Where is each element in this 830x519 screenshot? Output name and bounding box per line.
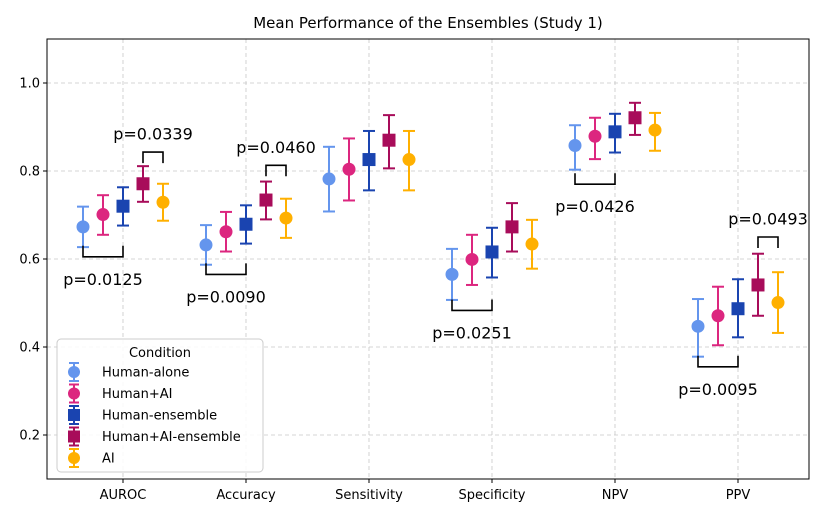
data-point-circle	[691, 319, 705, 333]
data-point-circle	[76, 220, 90, 234]
data-point-circle	[588, 129, 602, 143]
significance-bracket	[265, 164, 287, 177]
data-series	[76, 101, 785, 358]
significance-bracket	[451, 299, 493, 312]
legend-label: Human+AI-ensemble	[102, 430, 241, 445]
legend-box	[56, 338, 264, 473]
data-point-square	[731, 302, 745, 316]
legend-label: Human-ensemble	[102, 409, 217, 424]
significance-bracket	[205, 263, 247, 276]
legend-marker-square	[68, 409, 80, 421]
data-point-circle	[568, 138, 582, 152]
data-point-square	[362, 153, 376, 167]
significance-bracket	[574, 173, 616, 185]
data-point-circle	[648, 123, 662, 137]
data-point-square	[136, 177, 150, 191]
significance-bracket	[82, 245, 124, 258]
legend-marker-circle	[68, 366, 80, 378]
significance-annotations: p=0.0125 p=0.0339 p=0.0090 p=0.0460 p=0.0251…	[63, 125, 808, 399]
y-tick-label: 0.8	[19, 165, 40, 180]
data-point-circle	[199, 238, 213, 252]
data-point-circle	[525, 237, 539, 251]
legend-label: AI	[102, 452, 115, 467]
data-point-circle	[465, 252, 479, 266]
data-point-circle	[342, 162, 356, 176]
data-point-circle	[322, 172, 336, 186]
plot-frame	[46, 38, 810, 480]
y-tick-label: 1.0	[19, 77, 40, 92]
legend-marker-circle	[68, 452, 80, 464]
x-tick-label: AUROC	[100, 488, 147, 503]
p-value-label: p=0.0460	[236, 138, 316, 157]
legend: Condition Human-alone Human+AI Human-ensem…	[56, 338, 264, 473]
data-point-square	[259, 193, 273, 207]
p-value-label: p=0.0125	[63, 270, 143, 289]
x-tick-label: Specificity	[459, 488, 526, 503]
p-value-label: p=0.0095	[678, 380, 758, 399]
y-tick-label: 0.4	[19, 341, 40, 356]
significance-bracket	[757, 236, 779, 248]
legend-marker-square	[68, 430, 80, 443]
data-point-square	[608, 125, 622, 139]
legend-marker-circle	[68, 387, 80, 400]
data-point-circle	[279, 211, 293, 225]
data-point-square	[485, 245, 499, 259]
data-point-square	[751, 278, 765, 292]
data-point-circle	[96, 208, 110, 222]
significance-bracket	[142, 151, 164, 164]
data-point-circle	[219, 225, 233, 239]
axes: 0.2 0.4 0.6 0.8 1.0 AUROC Accuracy Sensitivity S…	[19, 38, 810, 503]
data-point-circle	[771, 296, 785, 310]
p-value-label: p=0.0339	[113, 125, 193, 144]
data-point-square	[239, 217, 253, 231]
data-point-square	[505, 220, 519, 234]
legend-label: Human-alone	[102, 366, 189, 381]
y-tick-label: 0.2	[19, 429, 40, 444]
p-value-label: p=0.0426	[555, 197, 635, 216]
x-tick-label: PPV	[726, 488, 751, 503]
y-tick-label: 0.6	[19, 253, 40, 268]
legend-title: Condition	[129, 346, 191, 361]
significance-bracket	[697, 355, 739, 368]
chart-title: Mean Performance of the Ensembles (Study…	[253, 14, 603, 32]
p-value-label: p=0.0493	[728, 210, 808, 229]
data-point-circle	[402, 153, 416, 167]
legend-label: Human+AI	[102, 387, 173, 402]
x-tick-label: Sensitivity	[335, 488, 403, 503]
data-point-square	[116, 199, 130, 213]
data-point-square	[628, 111, 642, 125]
data-point-circle	[445, 267, 459, 281]
data-point-square	[382, 133, 396, 147]
p-value-label: p=0.0251	[432, 323, 512, 342]
data-point-circle	[711, 309, 725, 323]
p-value-label: p=0.0090	[186, 287, 266, 306]
x-tick-label: Accuracy	[216, 488, 276, 503]
x-tick-label: NPV	[602, 488, 629, 503]
data-point-circle	[156, 195, 170, 209]
